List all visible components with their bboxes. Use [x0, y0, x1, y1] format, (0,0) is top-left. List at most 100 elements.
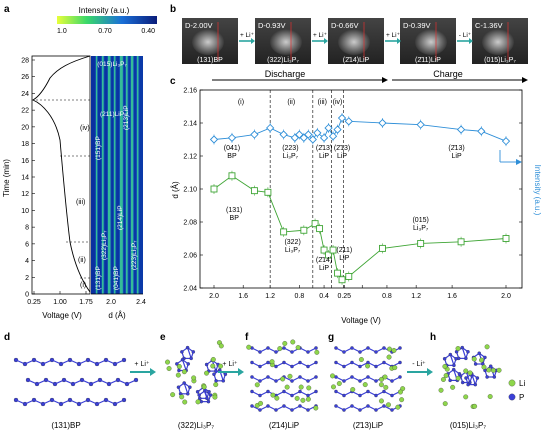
stage-dividers	[32, 99, 90, 279]
p-bond	[471, 373, 476, 385]
intensity-point	[250, 130, 259, 139]
li-atom	[300, 397, 306, 403]
time-tick-label: 8	[25, 225, 29, 232]
voltage-x-ticks: 2.0 1.6 1.2 0.8 0.4 0.25 0.8 1.2 1.6 2.0	[209, 285, 511, 300]
p-atom	[223, 372, 228, 376]
intensity-arrow	[499, 150, 522, 165]
annotation-131: BP	[230, 215, 240, 222]
li-atom	[277, 346, 283, 352]
annotation-041: (041)	[224, 145, 240, 152]
d-tick-2: 2.4	[136, 299, 146, 306]
p-atom	[457, 372, 462, 376]
p-atom	[448, 378, 452, 383]
p-atom	[464, 376, 468, 380]
intensity-point	[333, 125, 342, 134]
tem-blob	[415, 29, 447, 55]
d-spacing-point	[502, 235, 510, 242]
diffraction-stripes	[95, 56, 140, 294]
p-atom	[314, 375, 318, 379]
stage-iv-label: (iv)	[80, 125, 90, 132]
v-tick-label: 0.8	[382, 293, 392, 300]
stripe	[114, 56, 116, 294]
d-spacing-point	[329, 246, 337, 254]
li-atom	[438, 387, 444, 393]
voltage-tick-label: 1.75	[79, 299, 93, 306]
li-atom	[191, 375, 197, 381]
li-atom	[182, 399, 188, 405]
time-tick-label: 28	[21, 58, 29, 65]
li-atom	[463, 368, 469, 374]
li-atom	[175, 372, 181, 378]
legend-swatch	[508, 379, 516, 387]
map-label-131: (131)BP	[95, 266, 102, 290]
li-atom	[387, 346, 392, 352]
d-spacing-point	[250, 187, 258, 195]
p-bond	[181, 359, 187, 371]
annotation-211: LiP	[339, 255, 349, 262]
p-atom	[177, 368, 181, 373]
p-atom	[176, 385, 181, 389]
legend-swatch	[508, 393, 516, 401]
p-atom	[460, 380, 465, 385]
time-tick-label: 6	[25, 241, 29, 248]
li-atom	[254, 382, 260, 388]
annotation-322: (322)	[284, 239, 300, 246]
p-atom	[466, 350, 470, 354]
li-atom	[246, 344, 252, 350]
li-atom	[331, 384, 336, 390]
v-tick-label: 2.0	[209, 293, 219, 300]
d-spacing-plot-frame	[199, 89, 523, 289]
structure-label: (015)Li₃P₇	[450, 421, 486, 430]
p-atom	[442, 357, 447, 361]
p-atom	[191, 350, 196, 354]
map-label-322: (322)Li₃P₇	[101, 231, 108, 260]
li-atom	[440, 377, 446, 382]
panel-letter-e: e	[160, 332, 166, 343]
p-atom	[475, 376, 480, 380]
p-atom	[186, 362, 190, 366]
annotation-015: Li₃P₇	[413, 225, 429, 232]
li-atom	[395, 404, 401, 410]
li-atom	[386, 402, 391, 408]
p-atom	[466, 382, 470, 387]
time-axis-label: Time (min)	[2, 159, 11, 197]
voltage-tick-label: 1.00	[53, 299, 67, 306]
intensity-point	[266, 123, 275, 133]
structure-label: (322)Li₃P₇	[178, 421, 214, 430]
d-spacing-point	[210, 185, 218, 193]
structure-arrow-label: + Li⁺	[134, 361, 149, 368]
li-atom	[287, 373, 293, 379]
li-atom	[306, 385, 312, 391]
frame-arrow-head	[469, 38, 473, 44]
tem-blob	[482, 29, 514, 55]
li-atom	[336, 381, 342, 386]
p-atom	[492, 375, 497, 379]
panel-letter-d: d	[4, 332, 10, 343]
stage-label: (iii)	[318, 99, 327, 106]
li-atom	[290, 339, 296, 345]
p-atom	[477, 351, 481, 355]
p-atom	[452, 363, 456, 368]
voltage-time-frame	[31, 55, 91, 295]
intensity-point	[319, 133, 329, 142]
time-tick-label: 10	[21, 208, 29, 215]
p-atom	[473, 362, 478, 366]
d-spacing-point	[264, 188, 272, 196]
p-atom	[208, 393, 213, 397]
li-atom	[195, 399, 201, 405]
p-atom	[212, 372, 216, 376]
li-atom	[362, 382, 368, 388]
panel-letter-f: f	[245, 332, 249, 343]
colorbar-tick-2: 0.70	[98, 28, 112, 35]
d-spacing-point	[320, 246, 328, 254]
p-atom	[398, 360, 402, 365]
intensity-point	[227, 133, 237, 142]
li-atom	[210, 363, 216, 369]
frame-arrow-head	[324, 38, 328, 44]
intensity-point	[290, 133, 299, 142]
li-atom	[496, 367, 502, 373]
frame-voltage: D-2.00V	[185, 21, 213, 30]
structure-arrow-head	[150, 368, 156, 376]
li-atom	[313, 405, 319, 411]
